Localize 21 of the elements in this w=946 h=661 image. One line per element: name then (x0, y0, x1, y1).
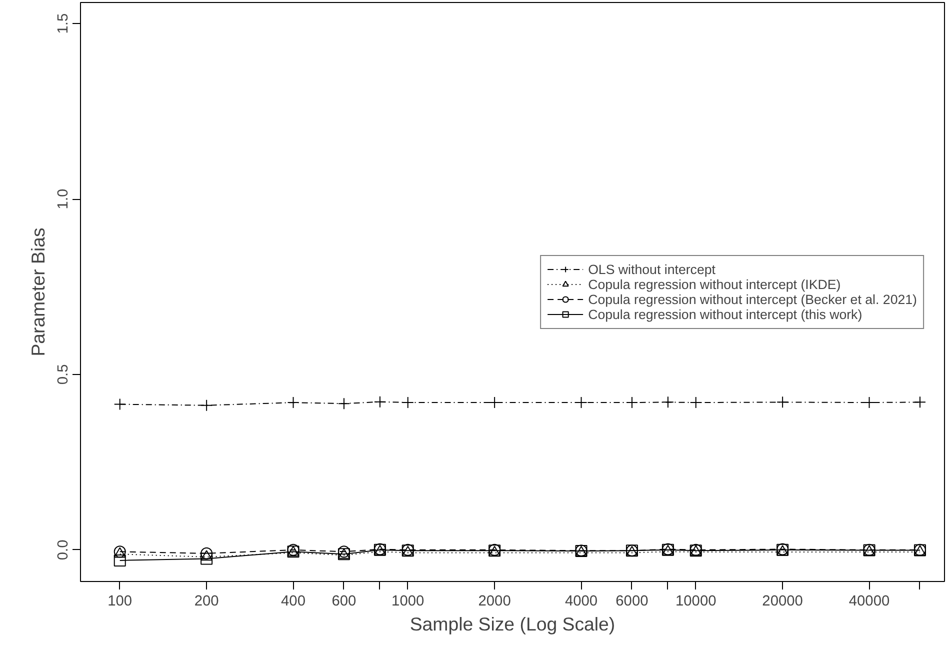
x-tick-label: 2000 (478, 594, 511, 610)
x-tick-label: 400 (281, 594, 306, 610)
x-tick-label: 4000 (564, 594, 598, 610)
y-tick-label: 1.5 (56, 13, 72, 34)
x-tick-label: 6000 (616, 594, 648, 610)
y-tick-label: 1.0 (56, 188, 72, 210)
x-tick-label: 40000 (848, 594, 890, 610)
x-tick-label: 600 (332, 594, 356, 610)
legend-label: Copula regression without intercept (this work) (588, 306, 862, 322)
x-tick-label: 100 (108, 594, 132, 610)
x-tick-label: 1000 (392, 594, 424, 610)
x-tick-label: 200 (194, 594, 219, 610)
legend-label: Copula regression without intercept (Becker et al. 2021) (588, 292, 917, 306)
x-tick-label: 10000 (675, 594, 716, 610)
legend-label: Copula regression without intercept (IKDE) (588, 276, 841, 292)
x-tick-label: 20000 (762, 594, 803, 610)
y-axis-title: Parameter Bias (28, 228, 48, 356)
x-axis-title: Sample Size (Log Scale) (410, 614, 616, 634)
y-tick-label: 0.5 (56, 364, 72, 385)
legend-label: OLS without intercept (588, 262, 716, 276)
y-tick-label: 0.0 (56, 540, 72, 560)
